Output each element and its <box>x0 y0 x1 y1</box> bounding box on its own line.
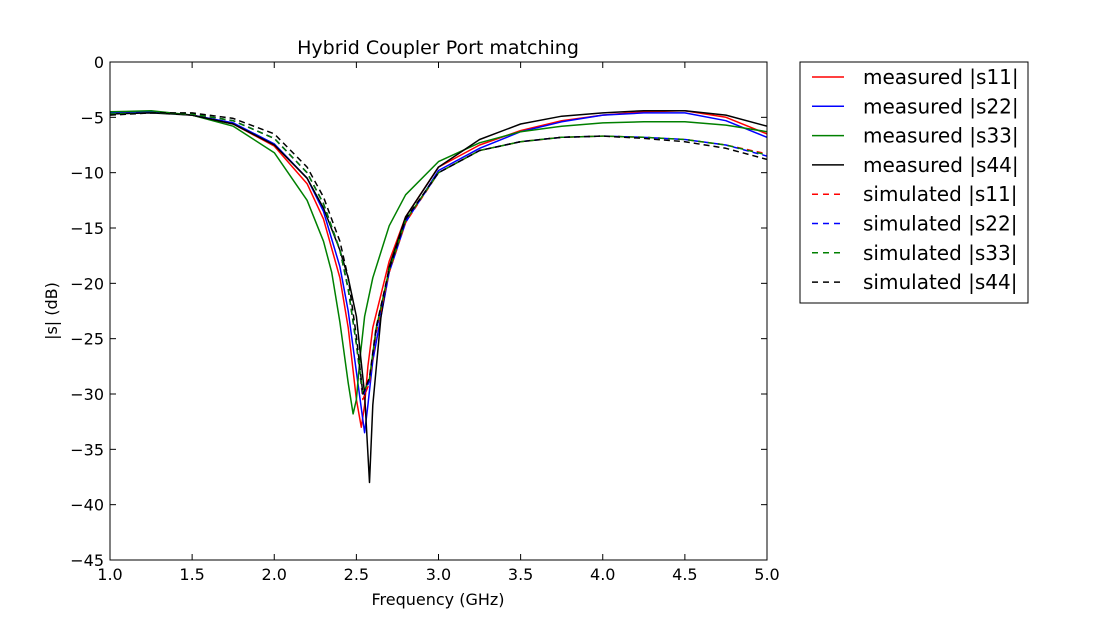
x-tick-label: 3.0 <box>426 565 451 584</box>
plot-lines <box>110 109 767 484</box>
y-tick-label: −45 <box>70 551 104 570</box>
x-axis-label: Frequency (GHz) <box>371 590 504 609</box>
y-tick-label: −30 <box>70 385 104 404</box>
legend-label: simulated |s44| <box>863 270 1018 294</box>
x-tick-label: 2.5 <box>344 565 369 584</box>
legend: measured |s11| measured |s22| measured |s3… <box>799 61 1029 304</box>
y-tick-label: −10 <box>70 164 104 183</box>
x-tick-label: 4.0 <box>590 565 615 584</box>
series-line-measured-s22 <box>110 111 767 434</box>
y-tick-label: −15 <box>70 219 104 238</box>
legend-label: simulated |s11| <box>863 182 1018 206</box>
x-tick-label: 2.0 <box>262 565 287 584</box>
y-tick-label: −35 <box>70 440 104 459</box>
legend-label: simulated |s33| <box>863 241 1018 265</box>
y-tick-label: −25 <box>70 330 104 349</box>
legend-label: simulated |s22| <box>863 212 1018 236</box>
y-tick-label: −40 <box>70 496 104 515</box>
y-axis: 0 −5 −10 −15 −20 −25 −30 −35 −40 −45 <box>70 53 767 570</box>
legend-label: measured |s33| <box>863 124 1019 148</box>
legend-label: measured |s11| <box>863 65 1019 89</box>
x-axis: 1.0 1.5 2.0 2.5 3.0 3.5 4.0 4.5 5.0 <box>97 62 780 584</box>
series-line-measured-s33 <box>110 109 767 415</box>
x-tick-label: 3.5 <box>508 565 533 584</box>
legend-label: measured |s22| <box>863 94 1019 118</box>
y-tick-label: −20 <box>70 274 104 293</box>
legend-label: measured |s44| <box>863 153 1019 177</box>
y-axis-label: |s| (dB) <box>42 282 61 340</box>
y-tick-label: −5 <box>80 108 104 127</box>
series-line-measured-s44 <box>110 109 767 484</box>
legend-box <box>799 61 1029 304</box>
series-line-simulated-s33 <box>110 112 767 395</box>
y-tick-label: 0 <box>94 53 104 72</box>
series-line-simulated-s22 <box>110 112 767 397</box>
x-tick-label: 5.0 <box>754 565 779 584</box>
x-tick-label: 1.5 <box>179 565 204 584</box>
series-line-simulated-s44 <box>110 112 767 395</box>
series-line-measured-s11 <box>110 109 767 428</box>
series-line-simulated-s11 <box>110 112 767 401</box>
x-tick-label: 1.0 <box>97 565 122 584</box>
plot-frame <box>109 61 768 561</box>
x-tick-label: 4.5 <box>672 565 697 584</box>
chart-title: Hybrid Coupler Port matching <box>297 37 579 59</box>
